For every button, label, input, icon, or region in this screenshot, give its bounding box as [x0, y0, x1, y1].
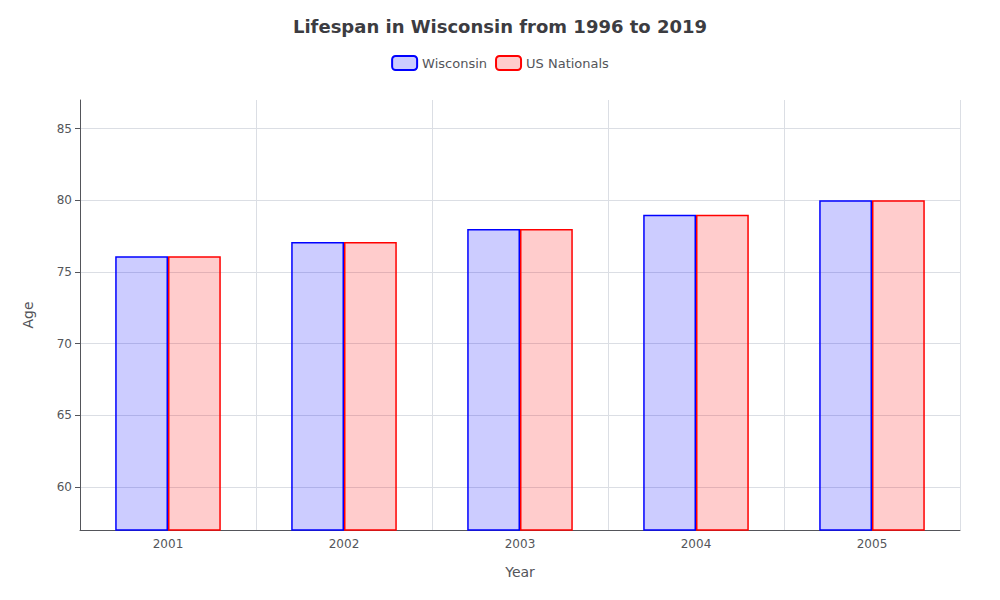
svg-text:Year: Year	[504, 564, 535, 580]
svg-text:2003: 2003	[505, 537, 536, 551]
svg-text:85: 85	[57, 122, 72, 136]
svg-text:2004: 2004	[681, 537, 712, 551]
svg-text:75: 75	[57, 265, 72, 279]
svg-text:US Nationals: US Nationals	[526, 56, 609, 71]
svg-text:70: 70	[57, 337, 72, 351]
svg-text:Wisconsin: Wisconsin	[422, 56, 487, 71]
svg-text:60: 60	[57, 480, 72, 494]
svg-text:65: 65	[57, 408, 72, 422]
svg-text:Age: Age	[20, 301, 36, 328]
svg-text:2001: 2001	[153, 537, 184, 551]
svg-text:Lifespan in Wisconsin from 199: Lifespan in Wisconsin from 1996 to 2019	[293, 16, 707, 37]
svg-text:80: 80	[57, 193, 72, 207]
svg-text:2005: 2005	[857, 537, 888, 551]
svg-text:2002: 2002	[329, 537, 360, 551]
